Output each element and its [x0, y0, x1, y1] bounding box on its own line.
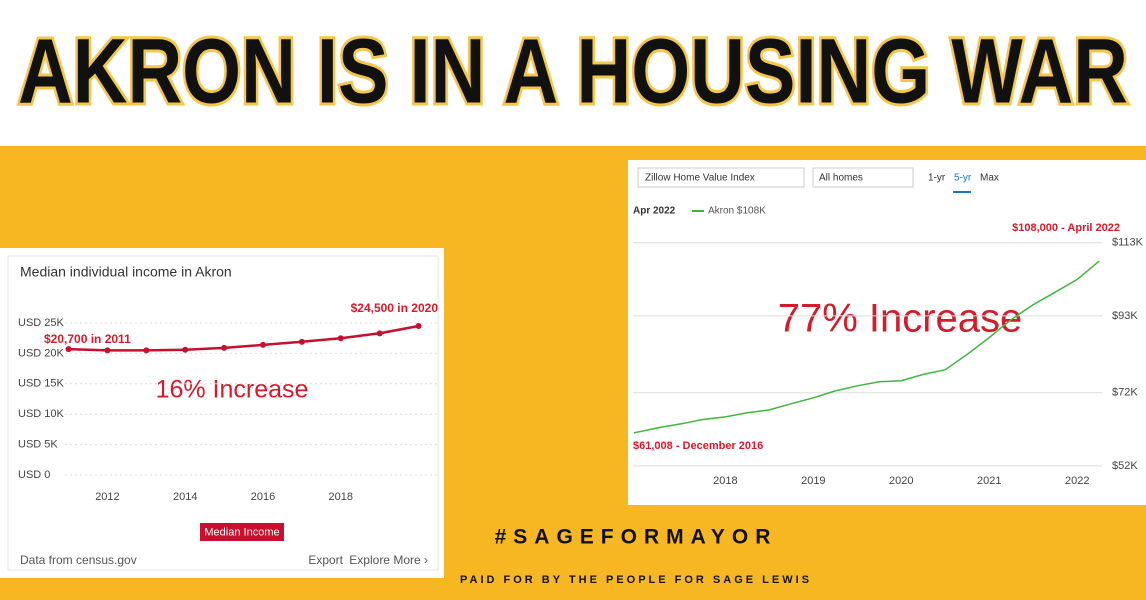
- data-point: [298, 338, 305, 345]
- x-tick-label: 2020: [889, 475, 913, 487]
- data-point: [415, 323, 422, 330]
- y-tick-label: $93K: [1112, 310, 1138, 322]
- index-select[interactable]: [637, 167, 805, 188]
- zillow-card: [628, 160, 1146, 505]
- header-band: [0, 0, 1146, 146]
- x-tick-label: 2022: [1065, 475, 1089, 487]
- annotation: 77% Increase: [778, 297, 1023, 341]
- data-point: [104, 347, 111, 354]
- data-line: [633, 260, 1100, 434]
- data-point: [260, 341, 266, 348]
- y-tick-label: USD 5K: [18, 439, 58, 451]
- x-tick-label: 2018: [713, 475, 737, 487]
- annotation: $20,700 in 2011: [44, 332, 131, 346]
- data-line: [68, 324, 419, 352]
- legend-chip[interactable]: [200, 523, 284, 541]
- headline: AKRON IS IN A HOUSING WAR: [18, 20, 1128, 122]
- x-tick-label: 2021: [977, 475, 1001, 487]
- plot-layer: USD 0 USD 5K USD 10K USD 15K USD 20K USD 25K 2…: [18, 237, 1144, 503]
- x-tick-label: 2019: [801, 475, 825, 487]
- x-tick-label: 2018: [329, 491, 353, 503]
- range-button[interactable]: Max: [980, 173, 999, 184]
- data-point: [65, 346, 72, 353]
- y-tick-label: USD 0: [18, 469, 50, 481]
- data-point: [182, 346, 189, 353]
- annotation: $24,500 in 2020: [351, 301, 439, 315]
- data-point: [221, 344, 228, 351]
- y-tick-label: $72K: [1112, 387, 1138, 399]
- explore-link[interactable]: Explore More ›: [349, 553, 428, 567]
- y-tick-label: USD 15K: [18, 378, 65, 390]
- annotation: 16% Increase: [156, 376, 309, 404]
- legend-label[interactable]: Median Income: [204, 526, 279, 538]
- y-tick-label: USD 10K: [18, 408, 65, 420]
- annotation: $61,008 - December 2016: [633, 440, 763, 452]
- annotation: $108,000 - April 2022: [1012, 222, 1120, 234]
- data-point: [143, 347, 150, 354]
- y-tick-label: USD 25K: [18, 317, 65, 329]
- x-tick-label: 2016: [251, 491, 275, 503]
- range-button[interactable]: 5-yr: [954, 173, 972, 184]
- hashtag: #SAGEFORMAYOR: [495, 526, 778, 549]
- y-tick-label: $113K: [1112, 237, 1144, 249]
- data-point: [337, 335, 344, 342]
- home-type-select[interactable]: [812, 167, 914, 188]
- disclaimer: PAID FOR BY THE PEOPLE FOR SAGE LEWIS: [460, 574, 812, 586]
- x-tick-label: 2014: [173, 491, 197, 503]
- range-button[interactable]: 1-yr: [928, 173, 946, 184]
- source: Data from census.gov: [20, 553, 137, 567]
- chart-title: Median individual income in Akron: [20, 264, 232, 280]
- export-link[interactable]: Export: [308, 553, 343, 567]
- x-tick-label: 2012: [95, 491, 119, 503]
- data-point: [376, 330, 383, 337]
- home-type-label[interactable]: All homes: [819, 173, 863, 184]
- card-border: [7, 255, 439, 571]
- legend-label: Akron $108K: [708, 206, 766, 217]
- y-tick-label: USD 20K: [18, 347, 65, 359]
- index-select-label[interactable]: Zillow Home Value Index: [645, 173, 755, 184]
- date-label: Apr 2022: [633, 206, 676, 217]
- y-tick-label: $52K: [1112, 460, 1138, 472]
